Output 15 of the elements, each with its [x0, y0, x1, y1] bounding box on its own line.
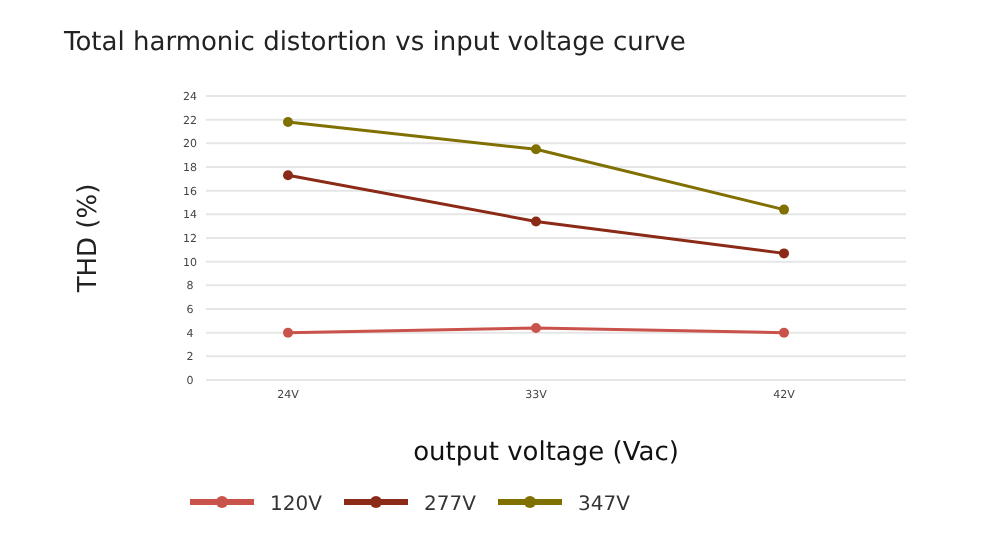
legend-label: 120V [270, 494, 323, 516]
point [283, 170, 293, 181]
point [779, 327, 789, 338]
y-axis-title: THD (%) [74, 183, 104, 295]
point [283, 327, 293, 338]
chart-title: Total harmonic distortion vs input voltage curve [62, 28, 686, 58]
point [283, 117, 293, 128]
x-axis-title: output voltage (Vac) [413, 438, 679, 468]
point [531, 322, 541, 333]
point [779, 248, 789, 259]
point [531, 144, 541, 155]
legend-label: 277V [424, 494, 477, 516]
point [531, 216, 541, 227]
point [779, 204, 789, 215]
legend-label: 347V [578, 494, 631, 516]
